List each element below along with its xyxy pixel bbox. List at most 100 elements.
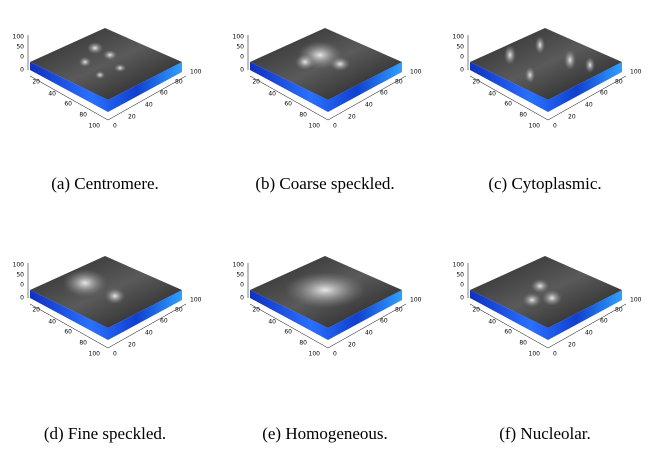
x-tick-label: 20	[252, 79, 260, 86]
surface-feature	[504, 45, 516, 65]
z-tick-label: 100	[453, 262, 465, 269]
y-tick-label: 80	[615, 79, 623, 86]
z-tick-label: 0	[240, 282, 244, 289]
x-tick-label: 40	[268, 91, 276, 98]
surface-feature	[95, 71, 105, 79]
axis-line	[547, 75, 627, 121]
y-tick-label: 80	[175, 307, 183, 314]
x-tick-label: 40	[48, 319, 56, 326]
y-tick-label: 0	[333, 351, 337, 358]
z-tick-label: 0	[460, 282, 464, 289]
y-tick-label: 60	[600, 90, 608, 97]
subfigure-caption: (b) Coarse speckled.	[255, 174, 394, 193]
x-tick-label: 60	[64, 329, 72, 336]
surface-feature	[523, 293, 541, 307]
surface-feature	[63, 269, 107, 297]
y-tick-label: 20	[128, 114, 136, 121]
surface-feature	[285, 272, 365, 308]
axis-line	[547, 303, 627, 349]
x-tick-label: 80	[519, 340, 527, 347]
x-tick-label: 80	[299, 340, 307, 347]
x-tick-label: 80	[519, 112, 527, 119]
surface-feature	[585, 57, 595, 73]
surface-feature	[564, 50, 576, 70]
y-tick-label: 60	[160, 318, 168, 325]
x-tick-label: 100	[309, 123, 321, 130]
y-tick-label: 20	[128, 342, 136, 349]
x-tick-label: 0	[240, 295, 244, 302]
y-tick-label: 0	[113, 123, 117, 130]
axis-line	[327, 303, 407, 349]
x-tick-label: 0	[240, 67, 244, 74]
z-tick-label: 50	[236, 44, 244, 51]
surface-feature	[525, 67, 535, 83]
y-tick-label: 100	[190, 297, 202, 304]
x-tick-label: 40	[48, 91, 56, 98]
z-tick-label: 0	[240, 54, 244, 61]
surface-feature	[87, 42, 103, 54]
axis-line	[107, 75, 187, 121]
y-tick-label: 60	[160, 90, 168, 97]
y-tick-label: 100	[410, 297, 422, 304]
axis-line	[327, 75, 407, 121]
z-tick-label: 100	[453, 34, 465, 41]
y-tick-label: 100	[190, 69, 202, 76]
y-tick-label: 20	[568, 114, 576, 121]
z-tick-label: 0	[20, 54, 24, 61]
surface-feature	[542, 290, 562, 306]
x-tick-label: 60	[284, 329, 292, 336]
z-tick-label: 50	[456, 272, 464, 279]
z-tick-label: 100	[233, 262, 245, 269]
surface-feature	[79, 57, 91, 67]
y-tick-label: 60	[600, 318, 608, 325]
y-tick-label: 20	[348, 114, 356, 121]
x-tick-label: 0	[20, 67, 24, 74]
subfigure-caption: (e) Homogeneous.	[262, 424, 388, 443]
surface	[30, 28, 182, 100]
y-tick-label: 80	[395, 79, 403, 86]
x-tick-label: 80	[79, 112, 87, 119]
subfigure-caption: (a) Centromere.	[51, 174, 159, 193]
x-tick-label: 60	[504, 101, 512, 108]
base-map	[470, 62, 622, 112]
x-tick-label: 20	[32, 307, 40, 314]
x-tick-label: 20	[32, 79, 40, 86]
x-tick-label: 100	[529, 123, 541, 130]
subfigure-caption: (f) Nucleolar.	[499, 424, 591, 443]
y-tick-label: 0	[553, 351, 557, 358]
y-tick-label: 100	[630, 69, 642, 76]
axis-line	[249, 75, 329, 121]
z-tick-label: 100	[13, 262, 25, 269]
y-tick-label: 80	[175, 79, 183, 86]
axis-line	[469, 303, 549, 349]
y-tick-label: 80	[395, 307, 403, 314]
x-tick-label: 20	[472, 79, 480, 86]
y-tick-label: 100	[630, 297, 642, 304]
x-tick-label: 100	[89, 123, 101, 130]
x-tick-label: 0	[460, 67, 464, 74]
base-map	[250, 290, 402, 340]
x-tick-label: 80	[79, 340, 87, 347]
surface-feature	[105, 288, 125, 304]
y-tick-label: 60	[380, 318, 388, 325]
x-tick-label: 100	[309, 351, 321, 358]
z-tick-label: 0	[20, 282, 24, 289]
z-tick-label: 100	[13, 34, 25, 41]
x-tick-label: 20	[472, 307, 480, 314]
y-tick-label: 0	[113, 351, 117, 358]
z-tick-label: 100	[233, 34, 245, 41]
x-tick-label: 40	[488, 91, 496, 98]
z-tick-label: 0	[460, 54, 464, 61]
base-map	[30, 62, 182, 112]
y-tick-label: 40	[365, 102, 373, 109]
z-tick-label: 50	[456, 44, 464, 51]
surface-feature	[330, 57, 350, 71]
x-tick-label: 100	[529, 351, 541, 358]
x-tick-label: 60	[64, 101, 72, 108]
x-tick-label: 0	[460, 295, 464, 302]
surface-feature	[295, 54, 315, 70]
x-tick-label: 80	[299, 112, 307, 119]
